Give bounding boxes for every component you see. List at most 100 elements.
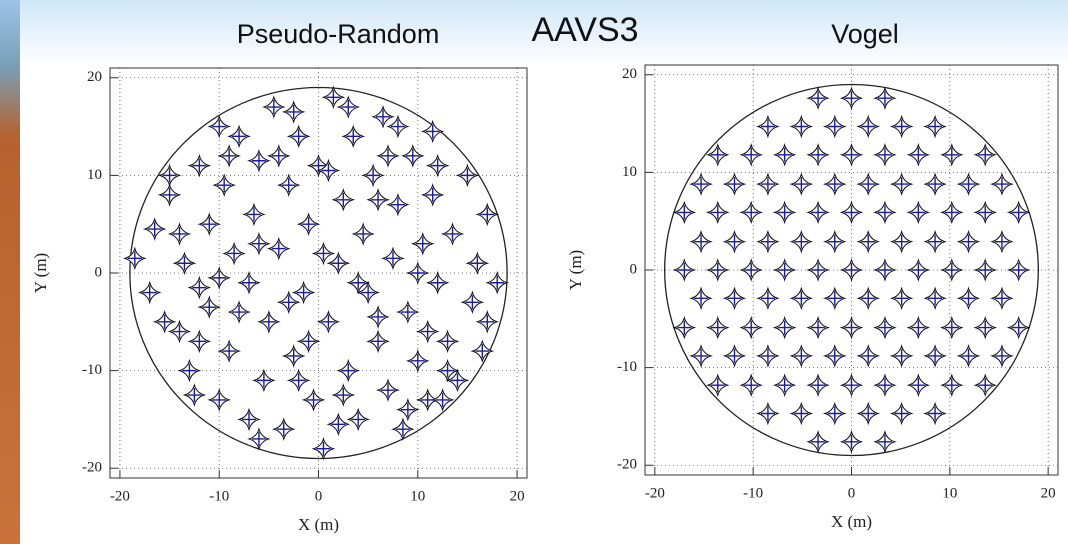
antenna-cross	[894, 234, 909, 249]
antenna-cross	[827, 234, 842, 249]
antenna	[973, 142, 998, 167]
antenna	[873, 200, 897, 225]
antenna	[182, 383, 207, 407]
antenna-cross	[978, 378, 993, 393]
antenna	[756, 344, 780, 368]
antenna	[207, 114, 232, 139]
antenna	[266, 144, 291, 168]
x-tick-label: -20	[110, 488, 130, 504]
antenna	[789, 229, 814, 254]
antenna-cross	[760, 234, 775, 249]
antenna	[316, 309, 341, 334]
antenna	[157, 163, 182, 188]
antenna-cross	[928, 177, 943, 192]
y-tick-label: 20	[622, 66, 637, 82]
antenna	[739, 258, 764, 282]
antenna	[420, 183, 445, 207]
antenna-cross	[336, 192, 351, 207]
antenna-cross	[212, 270, 227, 285]
antenna	[806, 142, 830, 167]
x-axis-label: X (m)	[831, 512, 872, 531]
antenna-cross	[371, 334, 386, 349]
antenna	[873, 142, 897, 167]
antenna	[410, 231, 435, 256]
antenna-cross	[361, 285, 376, 300]
antenna	[722, 229, 747, 254]
antenna	[756, 229, 780, 254]
slide-title: AAVS3	[531, 11, 638, 49]
desert-strip	[0, 0, 20, 544]
x-tick-label: 0	[848, 485, 856, 501]
antenna-cross	[351, 412, 366, 427]
antenna-cross	[861, 291, 876, 306]
antenna-cross	[192, 334, 207, 349]
antenna	[366, 329, 390, 354]
antenna	[326, 251, 351, 276]
antenna	[271, 417, 296, 442]
antenna-cross	[760, 348, 775, 363]
antenna-cross	[331, 256, 346, 271]
antenna-cross	[286, 348, 301, 363]
antenna-cross	[251, 153, 266, 168]
antenna	[923, 286, 947, 311]
antenna	[722, 286, 747, 311]
antenna	[326, 412, 351, 437]
x-tick-label: -10	[743, 485, 763, 501]
antenna	[856, 172, 881, 196]
antenna-cross	[861, 177, 876, 192]
antenna-cross	[994, 291, 1009, 306]
antenna-cross	[192, 280, 207, 295]
antenna-cross	[490, 275, 505, 290]
antenna	[137, 280, 162, 305]
plot-title: Vogel	[831, 19, 899, 49]
antenna-cross	[281, 295, 296, 310]
antenna-cross	[192, 158, 207, 173]
antenna	[381, 246, 405, 271]
antenna-cross	[961, 234, 976, 249]
antenna	[956, 229, 981, 254]
antenna-cross	[222, 148, 237, 163]
antenna-cross	[187, 388, 202, 403]
antenna	[237, 407, 261, 432]
antenna	[435, 329, 460, 354]
antenna	[956, 172, 981, 196]
antenna-cross	[142, 285, 157, 300]
antenna	[247, 231, 271, 256]
antenna	[197, 295, 222, 320]
station-boundary	[129, 86, 508, 460]
antenna	[889, 114, 914, 139]
antenna-cross	[227, 246, 242, 261]
antenna-cross	[694, 348, 709, 363]
antenna-cross	[760, 119, 775, 134]
antenna	[973, 373, 998, 398]
antenna-cross	[271, 148, 286, 163]
antenna	[430, 388, 455, 412]
y-tick-label: 20	[87, 69, 102, 85]
antenna-cross	[271, 241, 286, 256]
antenna	[990, 172, 1014, 196]
antenna	[122, 246, 147, 271]
antenna-cross	[331, 417, 346, 432]
antenna-cross	[744, 205, 759, 220]
antenna-cross	[744, 263, 759, 277]
antenna	[973, 200, 998, 225]
antenna	[789, 344, 814, 368]
antenna-cross	[944, 205, 959, 220]
antenna	[939, 200, 964, 225]
antenna-cross	[430, 275, 445, 290]
antenna-cross	[440, 363, 455, 378]
antenna	[247, 148, 271, 173]
antenna-cross	[435, 392, 450, 407]
antenna-cross	[266, 100, 281, 115]
antenna-cross	[694, 234, 709, 249]
antenna-cross	[794, 291, 809, 306]
antenna-cross	[172, 226, 187, 241]
antenna-cross	[316, 441, 331, 456]
antenna-cross	[465, 295, 480, 310]
x-tick-label: 10	[942, 485, 957, 501]
x-tick-label: 0	[315, 488, 323, 504]
antenna-cross	[341, 100, 356, 115]
antenna	[939, 258, 964, 282]
antenna	[789, 286, 814, 311]
